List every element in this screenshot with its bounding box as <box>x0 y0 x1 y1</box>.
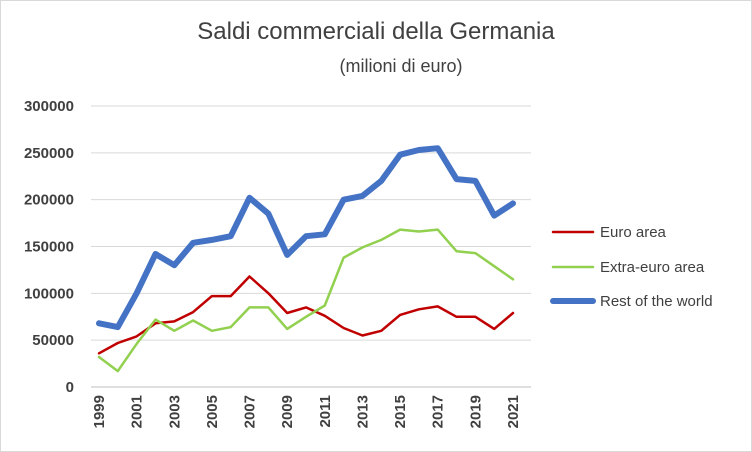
series-line-extra-euro-area <box>97 228 515 373</box>
legend: Euro area Extra-euro area Rest of the worl… <box>550 224 713 310</box>
series-line-rest-of-the-world <box>96 145 516 331</box>
x-tick-label: 2021 <box>505 395 522 428</box>
legend-label: Rest of the world <box>600 293 713 310</box>
x-axis-ticks: 1999 2001 2003 2005 2007 2009 2011 2013 2015 2017… <box>91 395 522 428</box>
gridlines <box>91 105 531 388</box>
x-tick-label: 2015 <box>392 395 409 428</box>
y-tick-label: 150000 <box>24 239 74 256</box>
x-tick-label: 2013 <box>354 395 371 428</box>
series-lines <box>96 145 516 373</box>
y-axis-ticks: 0 50000 100000 150000 200000 250000 300000 <box>24 98 74 396</box>
x-tick-label: 1999 <box>91 395 108 428</box>
x-tick-label: 2009 <box>279 395 296 428</box>
chart-title: Saldi commerciali della Germania <box>197 18 555 45</box>
chart-subtitle: (milioni di euro) <box>339 56 463 76</box>
x-tick-label: 2019 <box>467 395 484 428</box>
legend-label: Euro area <box>600 224 667 241</box>
y-tick-label: 0 <box>66 379 74 396</box>
x-tick-label: 2017 <box>430 395 447 428</box>
x-tick-label: 2003 <box>166 395 183 428</box>
y-tick-label: 50000 <box>32 332 74 349</box>
x-tick-label: 2005 <box>204 395 221 428</box>
series-line-euro-area <box>97 275 515 355</box>
y-tick-label: 100000 <box>24 285 74 302</box>
x-tick-label: 2007 <box>242 395 259 428</box>
x-tick-label: 2001 <box>129 395 146 428</box>
x-tick-label: 2011 <box>317 395 334 428</box>
y-tick-label: 300000 <box>24 98 74 115</box>
y-tick-label: 200000 <box>24 192 74 209</box>
y-tick-label: 250000 <box>24 145 74 162</box>
legend-label: Extra-euro area <box>600 259 705 276</box>
chart-subtitle-wrap: (milioni di euro) <box>0 56 752 77</box>
